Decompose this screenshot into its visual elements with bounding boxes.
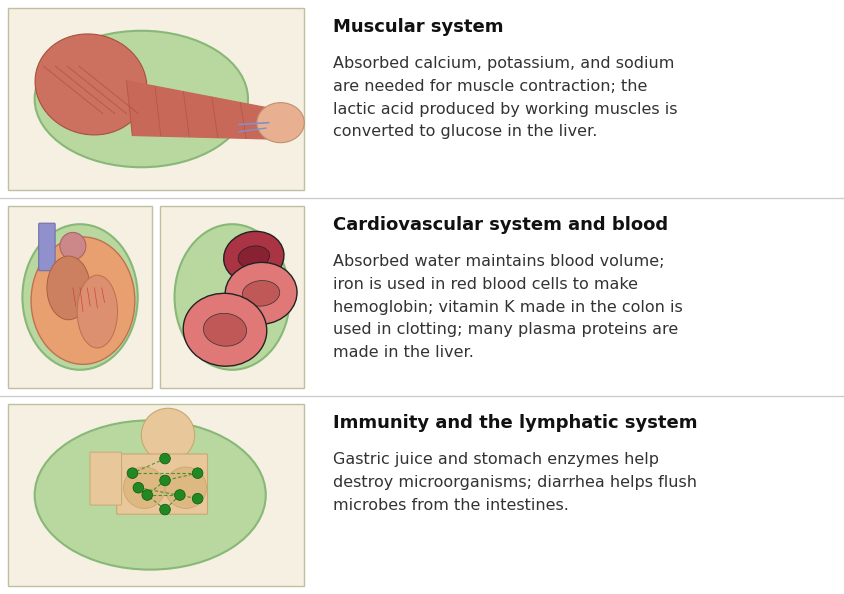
Ellipse shape [203, 313, 246, 346]
Ellipse shape [47, 256, 90, 320]
Ellipse shape [224, 231, 284, 283]
FancyBboxPatch shape [8, 404, 305, 586]
Circle shape [175, 489, 185, 500]
Circle shape [160, 475, 170, 486]
Ellipse shape [35, 31, 248, 168]
Circle shape [192, 493, 203, 504]
Circle shape [192, 468, 203, 479]
Text: Absorbed water maintains blood volume;
iron is used in red blood cells to make
h: Absorbed water maintains blood volume; i… [333, 254, 683, 360]
Circle shape [160, 453, 170, 464]
Ellipse shape [175, 224, 289, 370]
Ellipse shape [225, 263, 297, 324]
FancyBboxPatch shape [160, 206, 305, 388]
Text: Absorbed calcium, potassium, and sodium
are needed for muscle contraction; the
l: Absorbed calcium, potassium, and sodium … [333, 56, 678, 140]
Text: Immunity and the lymphatic system: Immunity and the lymphatic system [333, 414, 698, 432]
Circle shape [133, 482, 143, 493]
Ellipse shape [35, 34, 147, 135]
FancyBboxPatch shape [156, 437, 177, 459]
Circle shape [127, 468, 138, 479]
Ellipse shape [77, 275, 117, 348]
Ellipse shape [257, 103, 305, 143]
Circle shape [123, 467, 165, 508]
Ellipse shape [60, 232, 86, 260]
Text: Cardiovascular system and blood: Cardiovascular system and blood [333, 216, 668, 234]
Polygon shape [127, 81, 274, 139]
Text: Gastric juice and stomach enzymes help
destroy microorganisms; diarrhea helps fl: Gastric juice and stomach enzymes help d… [333, 452, 697, 513]
Circle shape [160, 504, 170, 515]
Circle shape [142, 489, 153, 500]
Ellipse shape [183, 293, 267, 366]
Circle shape [165, 467, 207, 508]
FancyBboxPatch shape [90, 452, 122, 505]
Ellipse shape [242, 280, 279, 306]
FancyBboxPatch shape [8, 206, 152, 388]
Ellipse shape [238, 246, 269, 268]
Ellipse shape [31, 237, 135, 364]
Ellipse shape [23, 224, 138, 370]
Ellipse shape [35, 421, 266, 570]
Circle shape [141, 408, 195, 462]
Text: Muscular system: Muscular system [333, 18, 504, 36]
FancyBboxPatch shape [116, 454, 208, 514]
FancyBboxPatch shape [8, 8, 305, 190]
FancyBboxPatch shape [39, 223, 55, 271]
